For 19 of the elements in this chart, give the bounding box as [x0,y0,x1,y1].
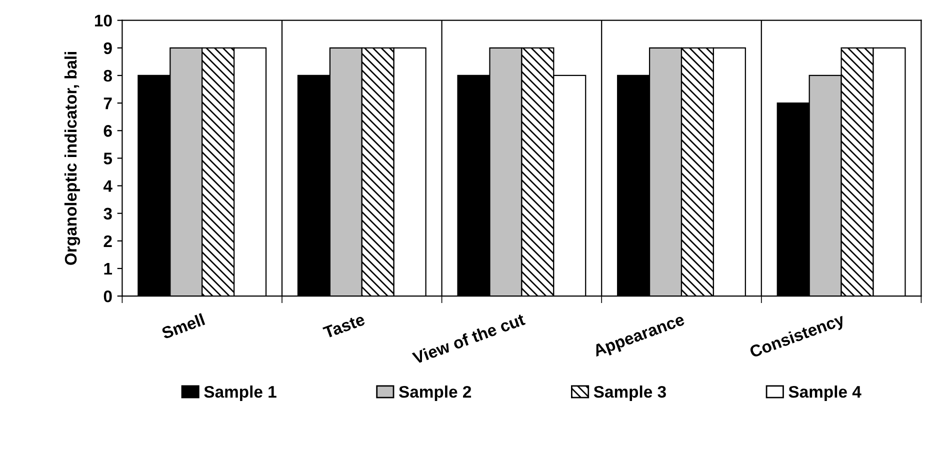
y-tick-label: 10 [94,14,112,27]
y-tick-label: 4 [103,180,112,192]
y-tick-label: 3 [104,208,112,220]
y-tick-label: 7 [104,98,112,110]
y-tick-label: 8 [104,70,112,82]
x-tick-label: View of the cut [412,312,526,364]
y-tick-label: 6 [104,125,112,137]
legend-label: Sample 3 [594,386,666,402]
y-axis-title: Organoleptic indicator, bali [64,52,80,265]
y-tick-label: 0 [104,290,112,302]
legend-label: Sample 2 [398,386,472,402]
y-tick-label: 1 [104,263,112,275]
y-tick-label: 5 [104,152,112,164]
x-tick-label: Smell [160,313,206,340]
x-tick-label: Taste [322,313,366,339]
y-tick-label: 9 [104,42,112,54]
legend-label: Sample 1 [204,386,276,402]
legend-label: Sample 4 [788,386,862,402]
y-tick-label: 2 [104,235,112,247]
